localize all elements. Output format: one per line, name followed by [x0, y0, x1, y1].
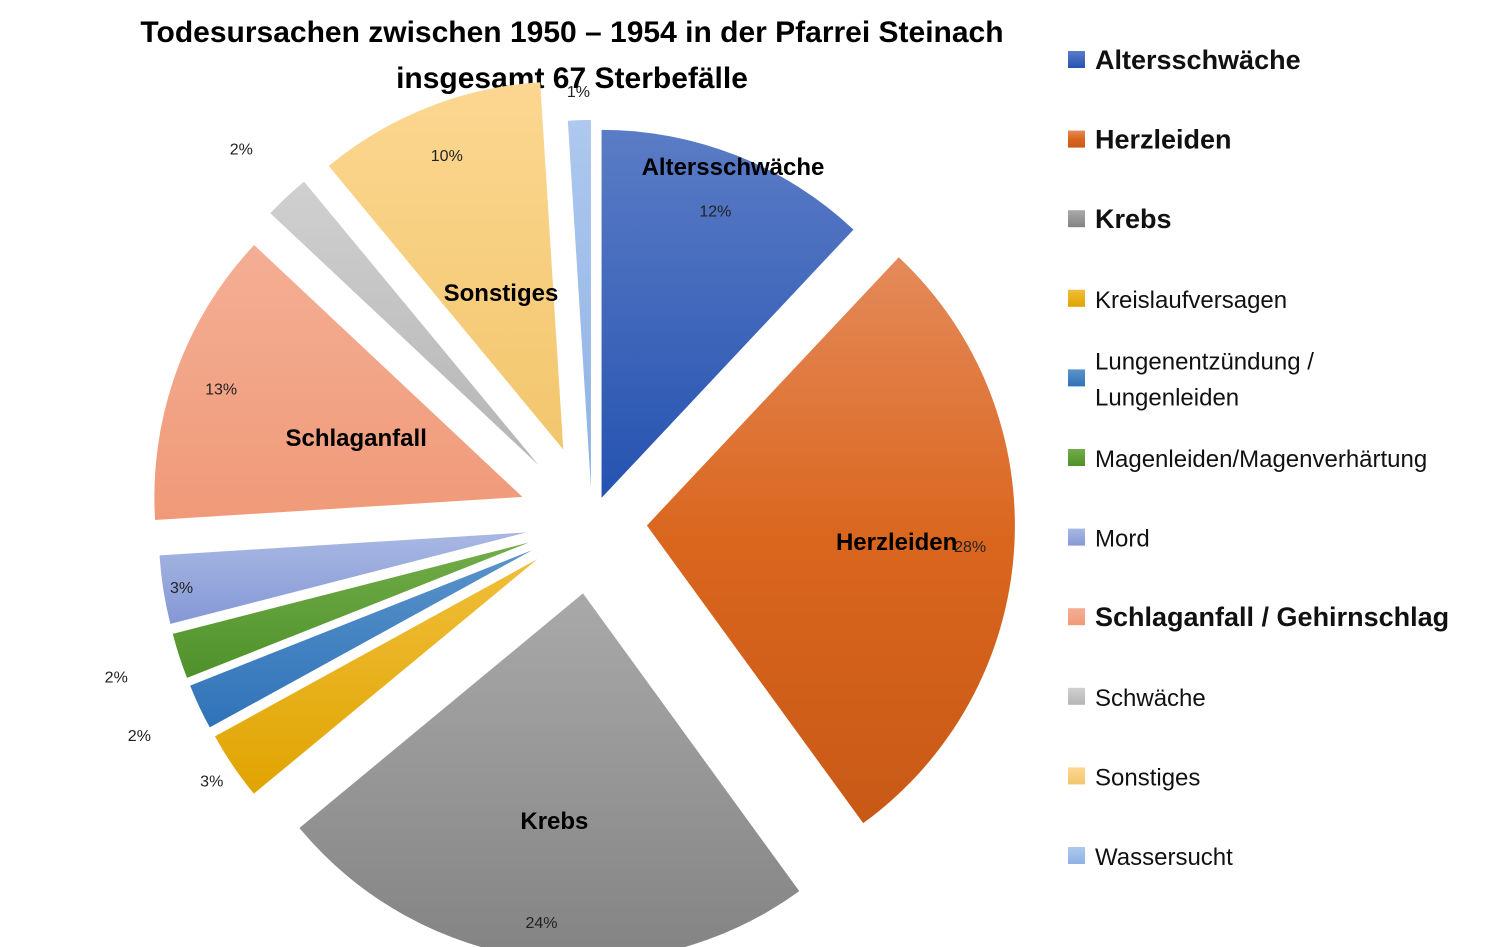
legend-swatch [1068, 369, 1085, 387]
percent-label-12-percent-altersschwäche: 12% [699, 203, 731, 220]
legend-swatch [1068, 608, 1085, 626]
slice-sonstiges [328, 82, 564, 450]
legend-item: Schwäche [1068, 685, 1206, 712]
legend-swatch [1068, 289, 1085, 307]
slice-lungenentzündung-lungenleiden [190, 550, 533, 728]
legend-item: Kreislaufversagen [1068, 287, 1287, 314]
slice-kreislaufversagen [214, 559, 538, 794]
percent-label-13-percent-schlaganfall-gehirnschlag: 13% [205, 381, 237, 398]
legend-item: Herzleiden [1068, 125, 1232, 155]
chart-subtitle: insgesamt 67 Sterbefälle [396, 62, 748, 95]
legend-label: Sonstiges [1095, 764, 1200, 791]
legend: Altersschwäche Herzleiden Krebs Kreislaufve… [1068, 45, 1449, 871]
slice-label-herzleiden: Herzleiden [836, 529, 957, 556]
percent-label-2-percent-schwäche: 2% [230, 142, 253, 159]
legend-label: Schwäche [1095, 685, 1206, 712]
slice-schwäche [270, 181, 539, 466]
legend-item: Lungenentzündung / Lungenleiden [1068, 348, 1314, 411]
legend-label: Mord [1095, 526, 1150, 553]
legend-item: Schlaganfall / Gehirnschlag [1068, 602, 1449, 632]
legend-swatch [1068, 687, 1085, 705]
legend-swatch [1068, 51, 1085, 68]
legend-item: Krebs [1068, 204, 1172, 234]
legend-label: Wassersucht [1095, 844, 1233, 871]
percent-label-2-percent-lungenentzündung-lungenleiden: 2% [128, 728, 151, 745]
slice-label-krebs: Krebs [520, 808, 588, 835]
slice-krebs [299, 593, 800, 947]
percent-label-24-percent-krebs: 24% [525, 915, 557, 932]
legend-swatch [1068, 767, 1085, 785]
percent-label-28-percent-herzleiden: 28% [954, 539, 986, 556]
percent-label-3-percent-mord: 3% [170, 580, 193, 597]
percent-label-1-percent-wassersucht: 1% [567, 84, 590, 101]
inner-category-labels: Altersschwäche Herzleiden Krebs Schlaganfal… [285, 154, 957, 835]
legend-item: Mord [1068, 526, 1150, 553]
legend-label: Magenleiden/Magenverhärtung [1095, 446, 1427, 473]
legend-item: Magenleiden/Magenverhärtung [1068, 446, 1427, 473]
legend-label: Krebs [1095, 204, 1172, 234]
legend-label: Lungenentzündung / [1095, 348, 1314, 375]
percent-labels: 12% 28% 24% 3% 2% 2% 3% 13% 2% 10% 1% [105, 84, 986, 932]
slice-mord [159, 532, 527, 624]
legend-label: Lungenleiden [1095, 384, 1239, 411]
legend-label: Altersschwäche [1095, 45, 1301, 75]
legend-swatch [1068, 210, 1085, 228]
slice-label-sonstiges: Sonstiges [444, 280, 559, 307]
legend-label: Herzleiden [1095, 125, 1232, 155]
legend-item: Sonstiges [1068, 764, 1200, 791]
legend-item: Wassersucht [1068, 844, 1233, 871]
percent-label-3-percent-kreislaufversagen: 3% [200, 773, 223, 790]
legend-swatch [1068, 130, 1085, 148]
legend-swatch [1068, 528, 1085, 546]
percent-label-10-percent-sonstiges: 10% [431, 148, 463, 165]
slice-altersschwäche [601, 129, 854, 498]
legend-item: Altersschwäche [1068, 45, 1301, 75]
chart-title: Todesursachen zwischen 1950 – 1954 in de… [140, 16, 1003, 49]
slice-schlaganfall-gehirnschlag [154, 245, 523, 521]
legend-label: Schlaganfall / Gehirnschlag [1095, 602, 1449, 632]
slice-wassersucht [567, 120, 591, 489]
pie-slices [154, 82, 1015, 947]
slice-magenleiden-magenverhärtung [172, 542, 530, 678]
legend-swatch [1068, 847, 1085, 864]
percent-label-2-percent-magenleiden-magenverhärtung: 2% [105, 670, 128, 687]
legend-swatch [1068, 449, 1085, 466]
slice-label-schlaganfall-gehirnschlag: Schlaganfall [285, 425, 426, 452]
legend-label: Kreislaufversagen [1095, 287, 1287, 314]
slice-herzleiden [646, 257, 1015, 824]
slice-label-altersschwäche: Altersschwäche [642, 154, 825, 181]
